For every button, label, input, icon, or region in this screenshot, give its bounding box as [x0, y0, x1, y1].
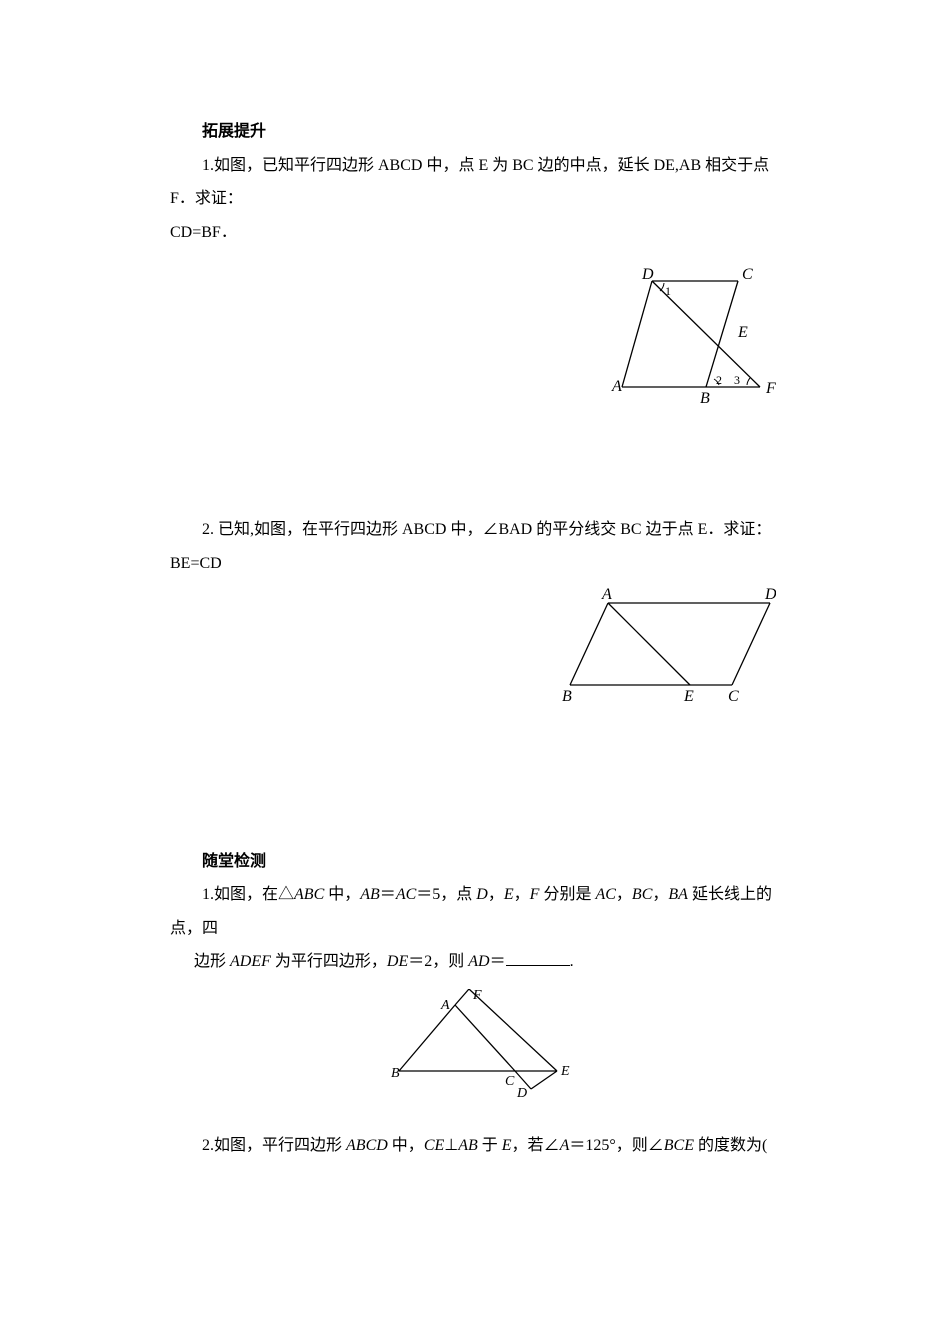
txt: 于: [478, 1137, 502, 1154]
label-C: C: [742, 266, 753, 283]
label-angle3: 3: [734, 373, 740, 387]
txt: ABC: [294, 886, 324, 903]
figure-2-wrap: A D B E C: [170, 587, 790, 705]
label-E: E: [560, 1064, 570, 1079]
txt: 的度数为(: [694, 1137, 767, 1154]
txt: ＝: [490, 953, 506, 970]
label-A: A: [601, 587, 612, 603]
label-A: A: [440, 998, 450, 1013]
figure-3-wrap: A F B C E D: [170, 989, 790, 1099]
txt: ＝2，则: [408, 953, 468, 970]
label-D: D: [641, 266, 654, 283]
figure-2: A D B E C: [560, 587, 776, 705]
txt: ＝125°，则∠: [569, 1137, 663, 1154]
txt: AC: [396, 886, 416, 903]
txt: ，: [488, 886, 504, 903]
txt: AC: [595, 886, 615, 903]
txt: 2.如图，平行四边形: [202, 1137, 346, 1154]
txt: ADEF: [230, 953, 271, 970]
section2-heading: 随堂检测: [170, 845, 790, 879]
label-B: B: [391, 1066, 400, 1081]
label-F: F: [472, 989, 482, 1003]
txt: BC: [632, 886, 652, 903]
txt: E: [504, 886, 514, 903]
txt: ，: [652, 886, 668, 903]
txt: ，: [514, 886, 530, 903]
label-E: E: [683, 688, 694, 705]
s2-q2-line1: 2.如图，平行四边形 ABCD 中，CE⊥AB 于 E，若∠A＝125°，则∠B…: [170, 1129, 790, 1163]
label-F: F: [765, 380, 776, 397]
label-B: B: [700, 390, 710, 407]
txt: 中，: [324, 886, 360, 903]
txt: BCE: [664, 1137, 694, 1154]
s2-q1-line2: 边形 ADEF 为平行四边形，DE＝2，则 AD＝.: [170, 945, 790, 979]
txt: AB: [360, 886, 380, 903]
q1-line1: 1.如图，已知平行四边形 ABCD 中，点 E 为 BC 边的中点，延长 DE,…: [170, 149, 790, 216]
label-E: E: [737, 324, 748, 341]
figure-1: D C E A B F 1 2 3: [610, 259, 780, 407]
figure-3: A F B C E D: [385, 989, 575, 1099]
q2-line2: BE=CD: [170, 547, 790, 581]
txt: ABCD: [346, 1137, 388, 1154]
label-angle2: 2: [716, 373, 722, 387]
txt: D: [476, 886, 488, 903]
txt: AD: [468, 953, 489, 970]
section1-heading: 拓展提升: [170, 115, 790, 149]
txt: 为平行四边形，: [271, 953, 387, 970]
figure-1-wrap: D C E A B F 1 2 3: [170, 259, 790, 407]
label-B: B: [562, 688, 572, 705]
txt: AB: [458, 1137, 478, 1154]
q2-line1: 2. 已知,如图，在平行四边形 ABCD 中，∠BAD 的平分线交 BC 边于点…: [170, 513, 790, 547]
txt: ＝: [380, 886, 396, 903]
txt: F: [530, 886, 540, 903]
s2-q1-line1: 1.如图，在△ABC 中，AB＝AC＝5，点 D，E，F 分别是 AC，BC，B…: [170, 878, 790, 945]
txt: 边形: [194, 953, 230, 970]
txt: ，若∠: [512, 1137, 560, 1154]
txt: DE: [387, 953, 408, 970]
txt: 分别是: [539, 886, 595, 903]
label-angle1: 1: [665, 284, 671, 298]
blank-fill: [506, 951, 570, 966]
label-C: C: [505, 1074, 515, 1089]
txt: .: [570, 953, 574, 970]
txt: E: [502, 1137, 512, 1154]
label-D: D: [764, 587, 776, 603]
label-D: D: [516, 1086, 527, 1099]
txt: A: [560, 1137, 570, 1154]
q1-line2: CD=BF．: [170, 216, 790, 250]
txt: 1.如图，在△: [202, 886, 294, 903]
txt: ，: [616, 886, 632, 903]
txt: BA: [668, 886, 688, 903]
label-C: C: [728, 688, 739, 705]
txt: ⊥: [444, 1137, 458, 1154]
txt: 中，: [388, 1137, 424, 1154]
txt: ＝5，点: [416, 886, 476, 903]
txt: CE: [424, 1137, 444, 1154]
label-A: A: [611, 378, 622, 395]
